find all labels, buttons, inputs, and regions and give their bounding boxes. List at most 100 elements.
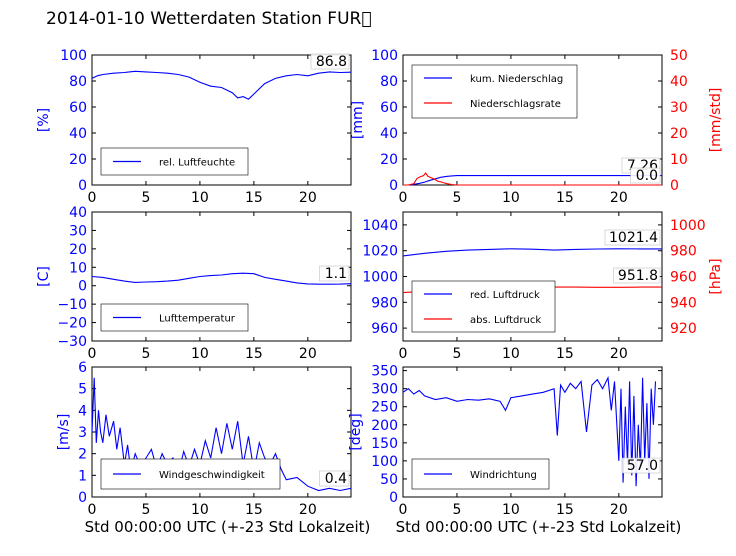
panel-wind_direction-legend-label: Windrichtung [470, 470, 537, 481]
panel-humidity-ytick-label: 60 [69, 100, 87, 116]
panel-temperature-xtick-label: 15 [245, 346, 263, 362]
panel-wind_direction-ytick-label: 250 [371, 400, 398, 416]
panel-temperature-ytick-label: 10 [69, 260, 87, 276]
panel-wind_speed-xtick-label: 5 [141, 502, 150, 518]
panel-precipitation-y2tick-label: 10 [670, 152, 688, 168]
panel-humidity-legend-label: rel. Luftfeuchte [159, 158, 235, 169]
panel-pressure-y2tick-label: 980 [670, 244, 697, 260]
panel-precipitation-legend-box [411, 64, 578, 119]
panel-temperature-xtick-label: 5 [141, 346, 150, 362]
figure-title: 2014-01-10 Wetterdaten Station FUR  [46, 9, 372, 29]
panel-wind_direction-xlabel: Std 00:00:00 UTC (+-23 Std Lokalzeit) [396, 518, 682, 536]
panel-humidity-xtick-label: 5 [141, 190, 150, 206]
panel-wind_direction-xtick-label: 10 [502, 502, 520, 518]
panel-wind_direction-xtick-label: 15 [556, 502, 574, 518]
panel-precipitation-ytick-label: 20 [380, 152, 398, 168]
panel-precipitation-ytick-label: 60 [380, 100, 398, 116]
panel-humidity-ytick-label: 80 [69, 74, 87, 90]
panel-temperature-xtick-label: 10 [191, 346, 209, 362]
panel-temperature-ylabel: [C] [36, 266, 52, 287]
panel-humidity-ytick-label: 20 [69, 152, 87, 168]
panel-precipitation-ylabel: [mm] [350, 101, 366, 139]
panel-precipitation-value-label: 0.0 [636, 168, 658, 184]
panel-humidity-series-1-line [91, 70, 352, 100]
panel-precipitation-ytick-label: 0 [389, 178, 398, 194]
panel-temperature-value-label: 1.1 [325, 266, 347, 282]
panel-humidity-ytick-label: 40 [69, 126, 87, 142]
panel-pressure-xtick-label: 10 [502, 346, 520, 362]
panel-pressure-y2tick-label: 1000 [670, 218, 706, 234]
panel-pressure-legend-box [411, 280, 556, 333]
panel-wind_direction-ytick-label: 200 [371, 418, 398, 434]
panel-wind_direction-series-1-line [402, 375, 657, 487]
panel-temperature-ytick-label: 30 [69, 223, 87, 239]
panel-precipitation-xtick-label: 10 [502, 190, 520, 206]
panel-precipitation-y2tick-label: 0 [670, 178, 679, 194]
panel-precipitation-y2label: [mm/std] [708, 88, 724, 153]
panel-wind_speed-ytick-label: 5 [78, 382, 87, 398]
panel-wind_speed-value-label: 0.4 [325, 471, 347, 487]
panel-precipitation-xtick-label: 15 [556, 190, 574, 206]
panel-wind_speed-xtick-label: 20 [299, 502, 317, 518]
panel-pressure-y2tick-label: 920 [670, 321, 697, 337]
panel-temperature-value-box [319, 265, 350, 282]
panel-pressure-ytick-label: 980 [371, 295, 398, 311]
panel-wind_direction-ytick-label: 50 [380, 472, 398, 488]
panel-wind_direction-ytick-label: 300 [371, 382, 398, 398]
panel-temperature-ytick-label: −10 [57, 297, 87, 313]
panel-wind_direction-ytick-label: 100 [371, 454, 398, 470]
panel-pressure-legend-label: red. Luftdruck [470, 290, 540, 301]
panel-pressure-ytick-label: 960 [371, 321, 398, 337]
panel-wind_speed-ylabel: [m/s] [56, 414, 72, 451]
panel-wind_speed-ytick-label: 3 [78, 425, 87, 441]
panel-pressure-xtick-label: 5 [452, 346, 461, 362]
panel-precipitation-xtick-label: 20 [610, 190, 628, 206]
panel-precipitation-xtick-label: 5 [452, 190, 461, 206]
panel-pressure-ytick-label: 1000 [362, 270, 398, 286]
panel-temperature-series-1-line [91, 272, 352, 285]
panel-wind_direction-ytick-label: 350 [371, 364, 398, 380]
panel-precipitation-y2tick-label: 30 [670, 100, 688, 116]
panel-temperature-xtick-label: 20 [299, 346, 317, 362]
panel-temperature-xtick-label: 0 [88, 346, 97, 362]
panel-pressure-value-box [604, 229, 661, 246]
panel-pressure-y2label: [hPa] [708, 258, 724, 294]
panel-wind_direction-xtick-label: 0 [399, 502, 408, 518]
panel-wind_speed-ytick-label: 4 [78, 403, 87, 419]
panel-humidity-xtick-label: 0 [88, 190, 97, 206]
panel-wind_speed-value-box [319, 470, 350, 487]
panel-wind_direction-xtick-label: 5 [452, 502, 461, 518]
panel-precipitation-value-box [630, 167, 661, 184]
panel-wind_speed-xtick-label: 10 [191, 502, 209, 518]
panel-temperature-ytick-label: 20 [69, 242, 87, 258]
panel-wind_direction-ylabel: [deg] [348, 413, 364, 450]
panel-pressure-series-1-line [402, 248, 662, 257]
panel-wind_speed-xtick-label: 0 [88, 502, 97, 518]
panel-precipitation-ytick-label: 80 [380, 74, 398, 90]
panel-humidity-xtick-label: 15 [245, 190, 263, 206]
panel-pressure-value-label: 1021.4 [609, 230, 658, 246]
panel-pressure-ytick-label: 1020 [362, 244, 398, 260]
panel-humidity-ytick-label: 100 [60, 48, 87, 64]
panel-precipitation-y2tick-label: 20 [670, 126, 688, 142]
panel-precipitation-series-2-line [403, 172, 662, 186]
panel-pressure-value-box [613, 267, 661, 284]
panel-pressure-xtick-label: 20 [610, 346, 628, 362]
panel-temperature-ytick-label: −30 [57, 334, 87, 350]
panel-temperature-ytick-label: 0 [78, 279, 87, 295]
panel-precipitation-series-1-line [403, 175, 662, 186]
panel-wind_speed-ytick-label: 0 [78, 490, 87, 506]
panel-wind_direction-ytick-label: 0 [389, 490, 398, 506]
panel-wind_speed-legend-label: Windgeschwindigkeit [159, 470, 265, 481]
panel-wind_direction-value-label: 57.0 [627, 458, 658, 474]
panel-wind_speed-xtick-label: 15 [245, 502, 263, 518]
panel-precipitation-xtick-label: 0 [399, 190, 408, 206]
panel-humidity-ytick-label: 0 [78, 178, 87, 194]
panel-precipitation-legend-label: kum. Niederschlag [470, 74, 563, 85]
panel-humidity-ylabel: [%] [36, 108, 52, 132]
panel-temperature-ytick-label: 40 [69, 205, 87, 221]
panel-pressure-ytick-label: 1040 [362, 218, 398, 234]
panel-precipitation-ytick-label: 100 [371, 48, 398, 64]
